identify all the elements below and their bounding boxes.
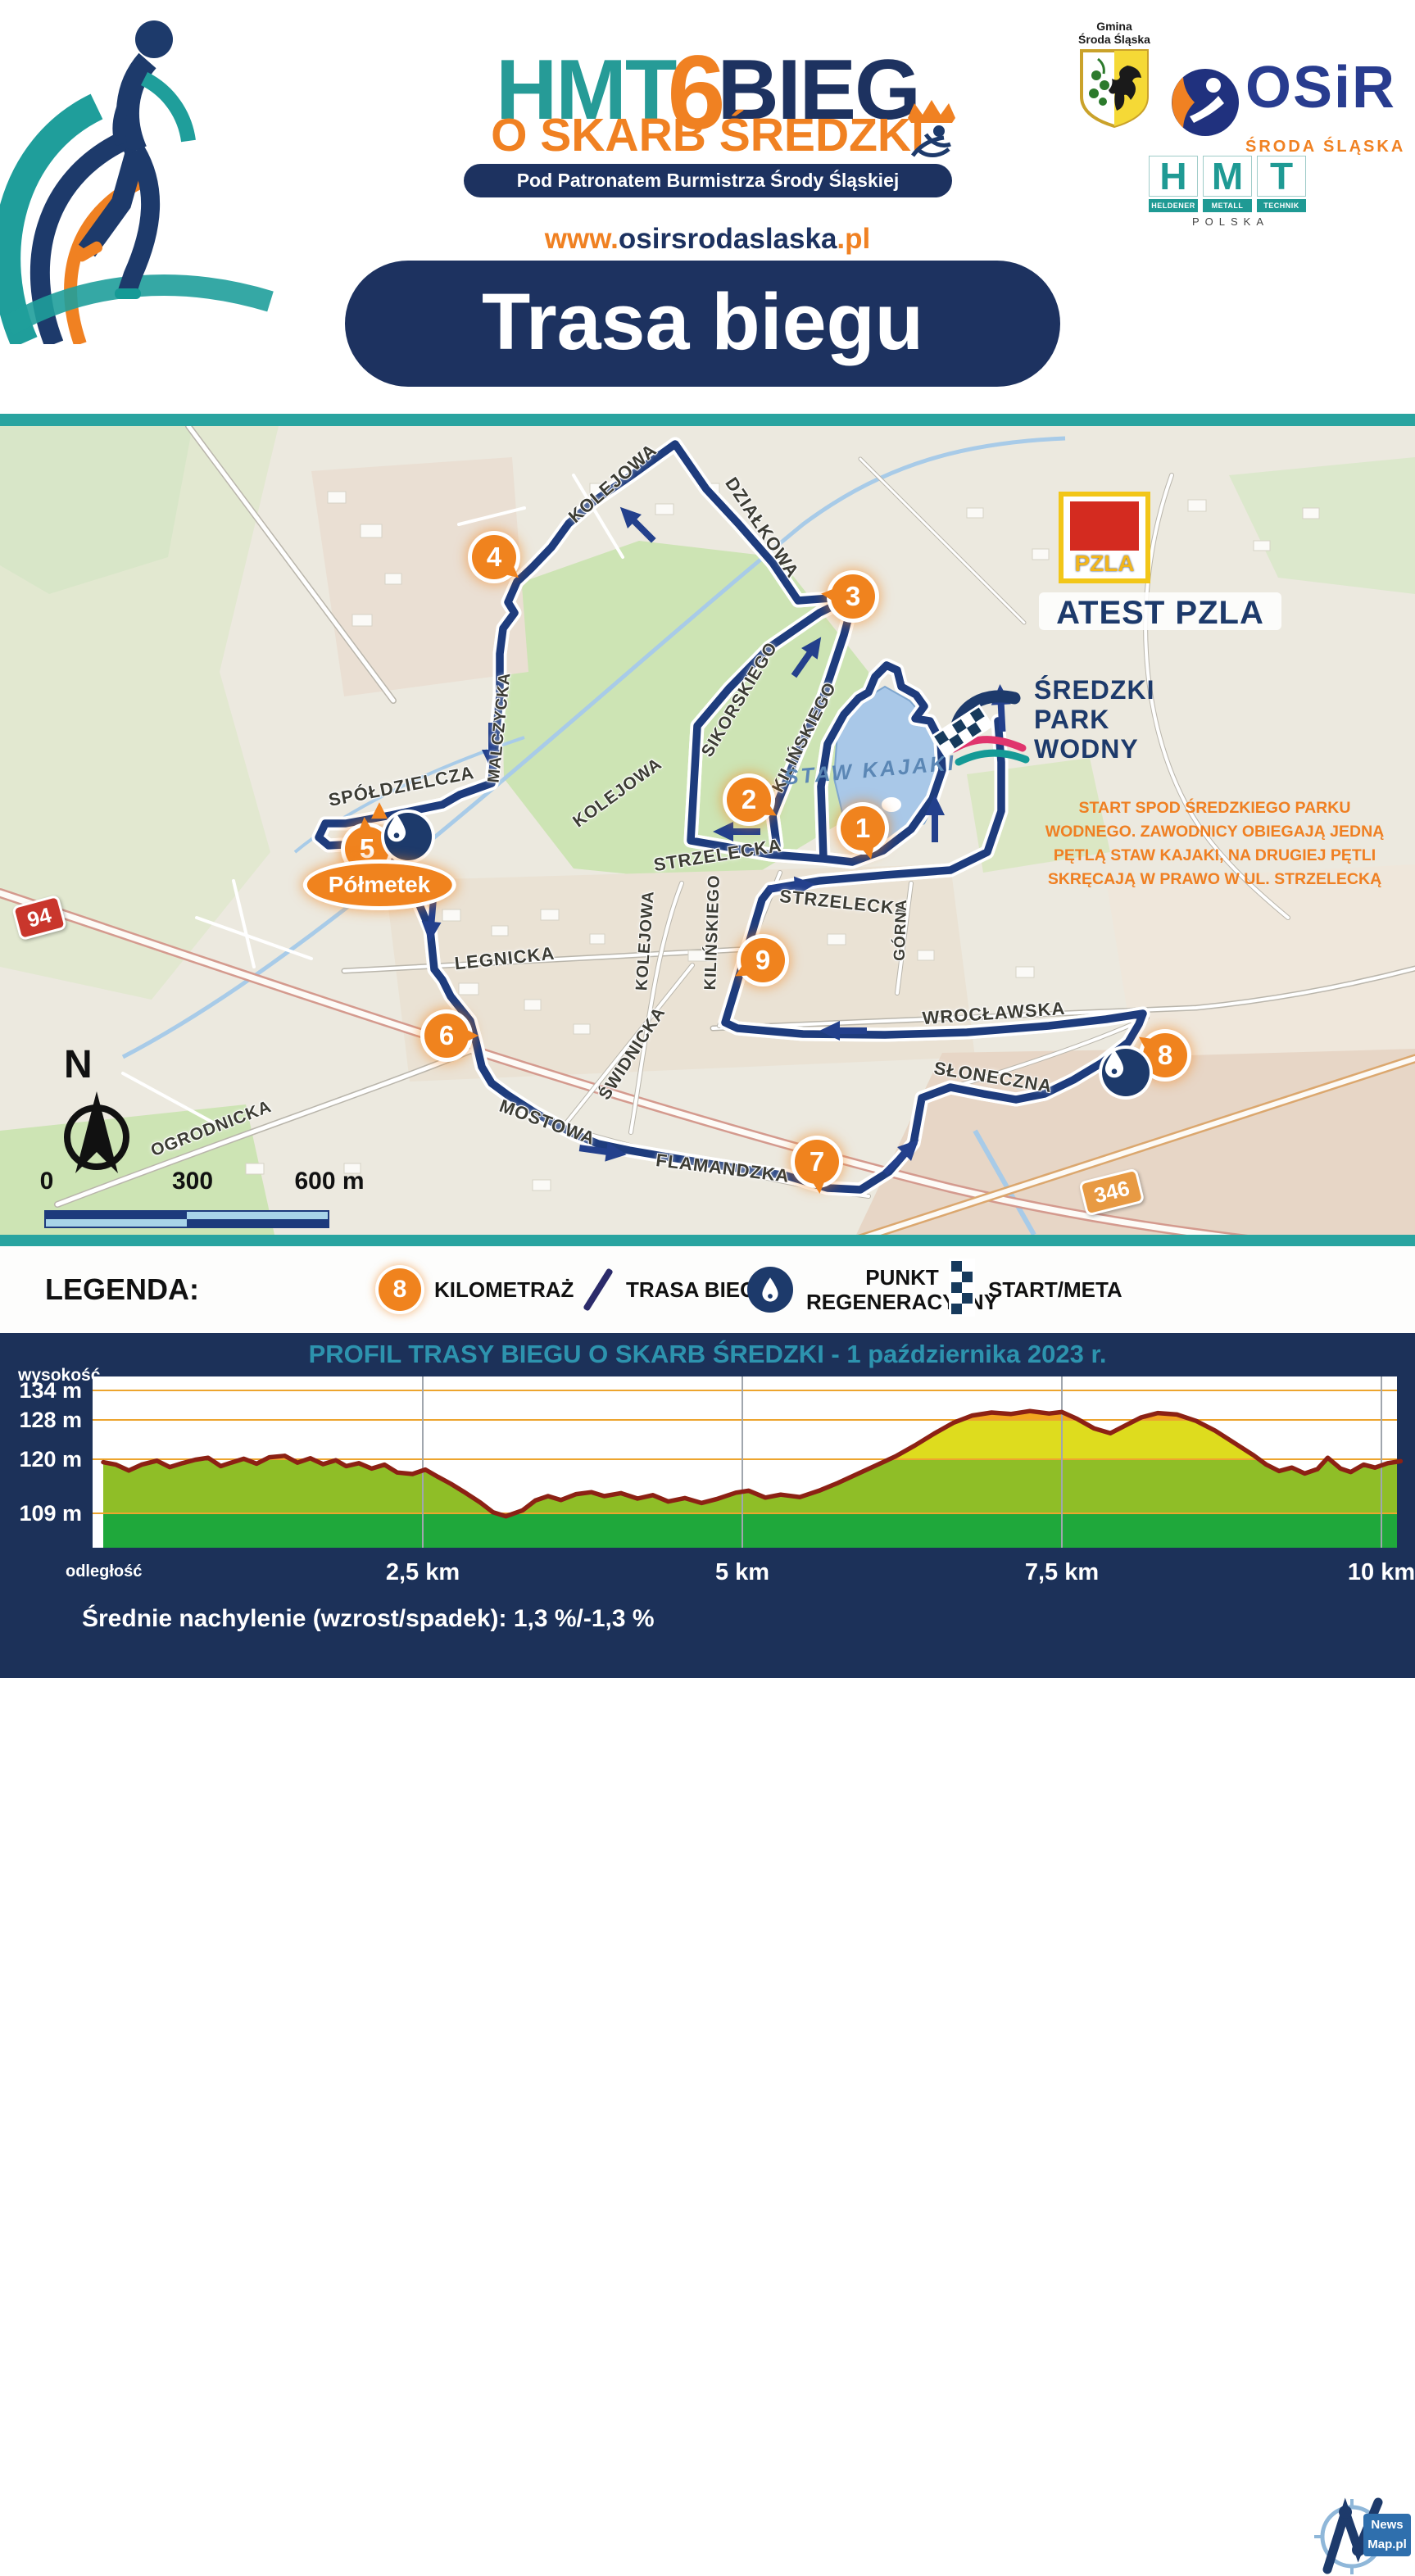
checkered-flag-icon	[949, 1259, 975, 1321]
x-tick: 2,5 km	[385, 1559, 460, 1585]
osir-logo-icon	[1172, 69, 1239, 136]
legend-title: LEGENDA:	[45, 1272, 199, 1306]
map-bottom-divider	[0, 1235, 1415, 1246]
gmina-coat-of-arms-icon	[1080, 49, 1149, 128]
legend-label: START/META	[988, 1277, 1122, 1302]
event-title-hmt: HMT	[496, 43, 677, 138]
north-arrow-icon	[64, 1091, 129, 1173]
website-domain: osirsrodaslaska	[618, 223, 837, 255]
runner-logo-icon	[0, 20, 274, 344]
x-tick: 5 km	[714, 1559, 770, 1585]
hmt-logo-column: T TECHNIK	[1257, 156, 1306, 212]
y-tick: 120 m	[19, 1447, 82, 1472]
header: HMT6BIEG O SKARB ŚREDZKI Pod Patronatem …	[0, 0, 1415, 414]
map-base	[0, 426, 1415, 1235]
gmina-caption: Gmina Środa Śląska	[1078, 20, 1150, 46]
legend: LEGENDA: 8 KILOMETRAŻ TRASA BIEGU PUNKT REG…	[0, 1246, 1415, 2574]
osir-subtitle: ŚRODA ŚLĄSKA	[1245, 138, 1406, 156]
north-label: N	[64, 1043, 93, 1086]
legend-item: TRASA BIEGU	[583, 1246, 772, 1333]
start-description: START SPOD ŚREDZKIEGO PARKU WODNEGO. ZAWO…	[1045, 799, 1385, 888]
park-wodny-logo-text: ŚREDZKI PARK WODNY	[1034, 675, 1155, 764]
x-tick: 7,5 km	[1024, 1559, 1100, 1585]
elevation-profile: PROFIL TRASY BIEGU O SKARB ŚREDZKI - 1 p…	[0, 1333, 1415, 1678]
event-subtitle: O SKARB ŚREDZKI	[491, 109, 924, 161]
legend-item: 8 KILOMETRAŻ	[379, 1246, 574, 1333]
pzla-label: PZLA	[1074, 551, 1135, 576]
legend-label: KILOMETRAŻ	[434, 1277, 574, 1302]
elevation-chart	[93, 1376, 1404, 1548]
y-tick: 134 m	[19, 1378, 82, 1403]
patronage-pill: Pod Patronatem Burmistrza Środy Śląskiej	[464, 164, 952, 197]
crown-runner-icon	[908, 100, 955, 157]
pzla-red-field	[1070, 501, 1139, 551]
osir-name: OSiR	[1245, 55, 1397, 120]
event-title-six: 6	[667, 34, 726, 152]
y-tick: 109 m	[19, 1501, 82, 1526]
page-title: Trasa biegu	[345, 261, 1060, 387]
average-slope: Średnie nachylenie (wzrost/spadek): 1,3 …	[82, 1605, 655, 1632]
profile-title: PROFIL TRASY BIEGU O SKARB ŚREDZKI - 1 p…	[308, 1340, 1107, 1368]
water-drop-icon	[747, 1267, 793, 1313]
atest-pzla-label: ATEST PZLA	[1056, 595, 1264, 631]
newsmap-box: News Map.pl	[1363, 2514, 1411, 2556]
x-axis-label: odległość	[66, 1562, 143, 1581]
y-axis-label: wysokość	[18, 1366, 101, 1385]
legend-item: START/META	[949, 1246, 1122, 1333]
newsmap-logo: News Map.pl	[1309, 2497, 1413, 2576]
website-suffix: .pl	[837, 223, 871, 255]
hmt-logo-column: M METALL	[1203, 156, 1252, 212]
x-tick: 10 km	[1347, 1559, 1415, 1585]
scale-bar	[44, 1210, 329, 1228]
y-tick: 128 m	[19, 1408, 82, 1432]
hmt-logo: H HELDENER M METALL T TECHNIK POLSKA	[1149, 156, 1313, 228]
event-title-bieg: BIEG	[717, 43, 921, 138]
map-top-divider	[0, 414, 1415, 426]
pzla-logo: PZLA	[1059, 492, 1150, 583]
hmt-logo-column: H HELDENER	[1149, 156, 1198, 212]
hmt-country: POLSKA	[1191, 215, 1270, 228]
event-title: HMT6BIEG	[0, 23, 1415, 152]
km-marker-icon: 8	[379, 1268, 421, 1311]
atest-band	[1039, 592, 1281, 630]
website-prefix: www.	[544, 223, 619, 255]
website-link[interactable]: www.osirsrodaslaska.pl	[0, 223, 1415, 256]
route-map: KOLEJOWA DZIAŁKOWA SIKORSKIEGO KILIŃSKIEGO S…	[0, 426, 1415, 1235]
route-line-icon	[583, 1268, 614, 1312]
